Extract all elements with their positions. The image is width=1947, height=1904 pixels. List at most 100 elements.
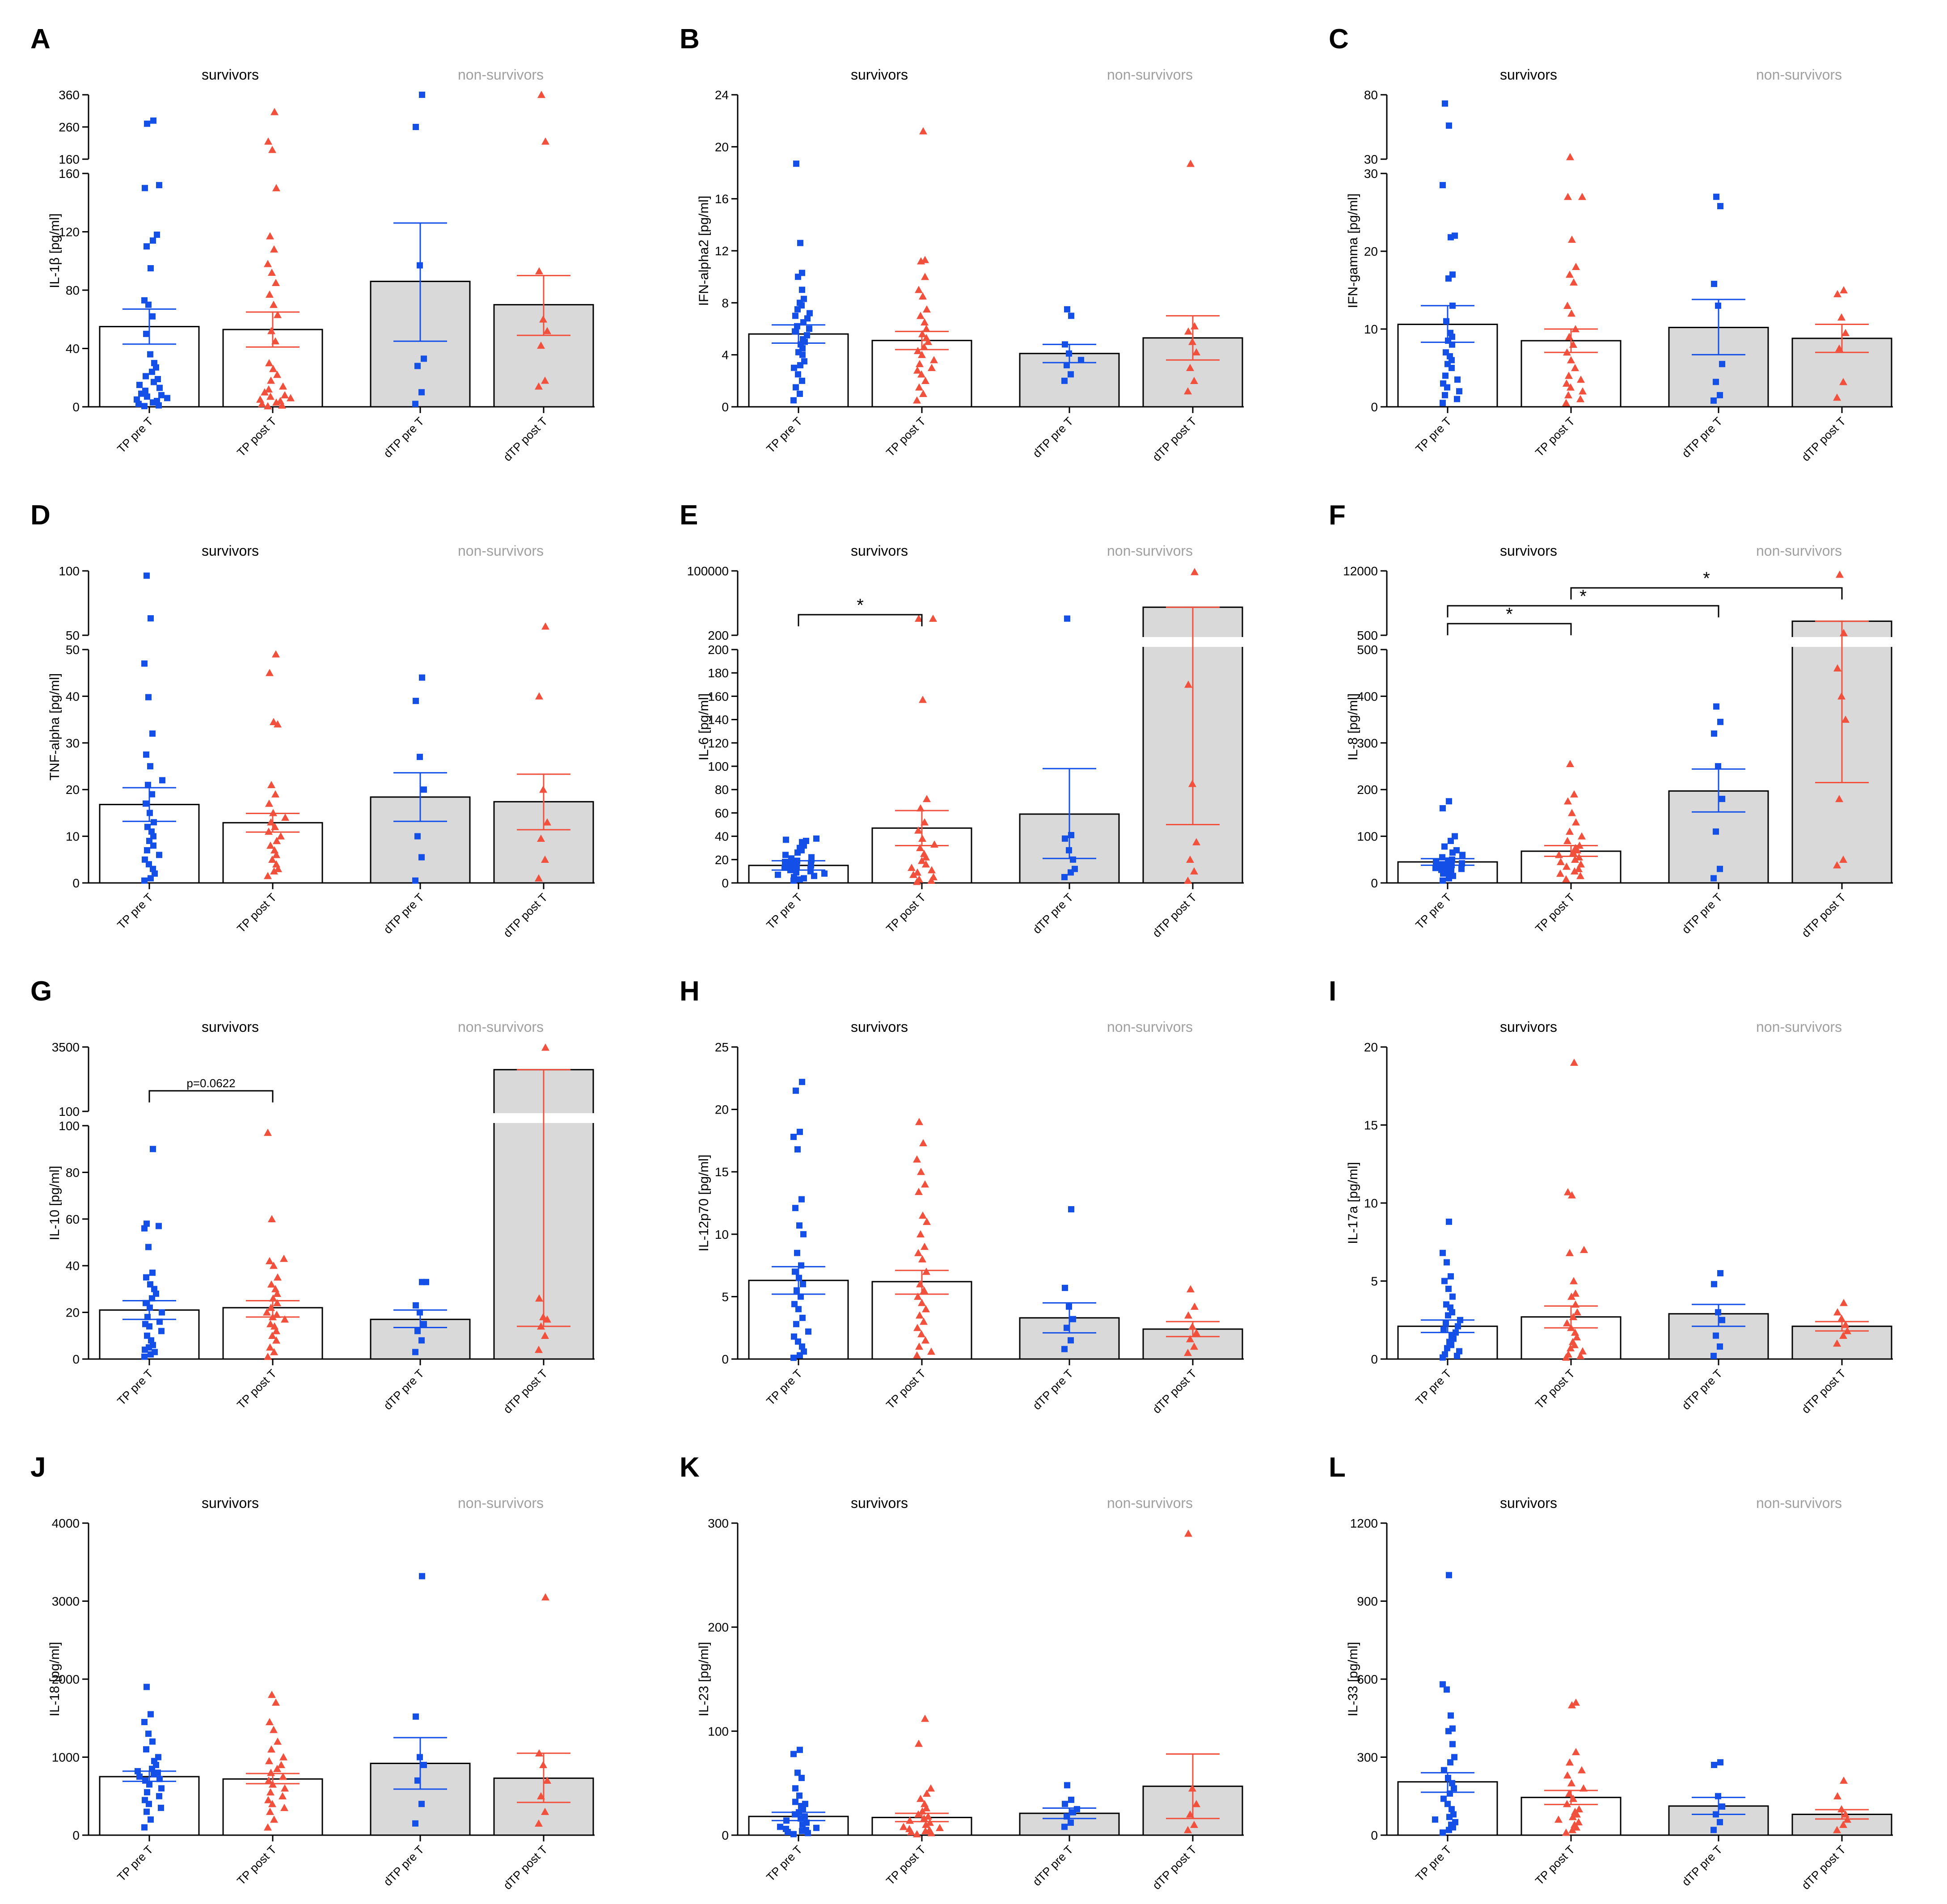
data-point [1444,1686,1450,1693]
data-point [419,92,425,98]
y-axis-label: TNF-alpha [pg/ml] [47,673,62,781]
data-point [1449,1741,1456,1748]
data-point [418,854,425,861]
data-point [922,334,930,342]
data-point [925,1826,933,1833]
data-point [1564,391,1572,399]
data-point [149,1269,156,1276]
data-point [156,384,163,391]
data-point [1564,193,1572,200]
data-point [1440,877,1446,884]
data-point [900,1823,908,1830]
y-tick-label: 3000 [52,1595,80,1608]
x-tick-label: dTP pre T [1679,891,1725,936]
data-point [272,1336,280,1344]
data-point [1568,1191,1576,1199]
y-tick-label: 0 [1371,1828,1378,1842]
y-tick-label: 0 [1371,1352,1378,1366]
data-point [1833,1308,1841,1316]
data-point [808,854,815,861]
data-point [791,364,797,371]
data-point [1578,832,1586,840]
y-tick-label: 20 [715,140,729,154]
data-point [1068,312,1074,319]
group-label-survivors: survivors [1500,1495,1557,1511]
axis-break-band [1389,161,1943,171]
group-label-non-survivors: non-survivors [1756,67,1842,83]
x-tick-label: TP post T [883,891,928,935]
data-point [1719,796,1725,802]
y-tick-label: 10 [1364,1196,1378,1210]
data-point [1440,1681,1446,1688]
axis-break-band [739,637,1294,647]
data-point [1557,858,1565,865]
data-point [142,856,148,863]
data-point [273,1299,281,1306]
x-tick-label: dTP pre T [1030,891,1076,936]
data-point [1441,1767,1447,1773]
data-point [799,1079,805,1085]
data-point [1452,833,1458,840]
y-tick-label: 200 [1357,783,1378,797]
data-point [537,341,545,349]
data-point [1448,1712,1454,1719]
y-tick-label-upper: 100 [59,1105,80,1119]
y-tick-label: 200 [708,1621,729,1634]
data-point [922,860,930,868]
data-point [922,1267,930,1275]
y-tick-label: 160 [59,167,80,181]
data-point [919,696,927,703]
y-tick-label: 30 [66,736,80,750]
data-point [1187,1285,1195,1292]
x-tick-label: TP pre T [114,1843,156,1884]
data-point [921,376,929,384]
data-point [802,1813,808,1820]
data-point [141,1718,148,1725]
data-point [1567,1292,1575,1300]
data-point [279,1773,287,1780]
data-point [1563,379,1571,387]
y-axis-label: IL-6 [pg/ml] [697,693,711,760]
data-point [1438,866,1444,873]
data-point [1184,1529,1192,1537]
data-point [1562,399,1570,406]
data-point [915,1739,923,1747]
data-point [268,1800,276,1807]
data-point [1433,859,1439,865]
data-point [1568,1701,1576,1709]
x-tick-label: dTP pre T [381,1843,427,1888]
data-point [541,1331,549,1339]
x-tick-label: TP pre T [764,891,805,932]
data-point [142,388,148,394]
data-point [154,397,160,404]
significance-label: * [1703,569,1710,588]
y-tick-label: 60 [715,806,729,820]
data-point [806,325,812,332]
data-point [1839,378,1847,385]
data-point [417,754,423,760]
data-point [921,1714,929,1722]
data-point [790,1134,797,1140]
data-point [142,185,148,191]
data-point [1713,194,1719,200]
data-point [1571,1328,1579,1336]
data-point [783,1826,789,1832]
data-point [1576,395,1584,402]
data-point [1566,760,1574,767]
data-point [156,182,162,189]
data-point [928,363,936,371]
data-point [535,1346,543,1353]
data-point [1571,364,1579,372]
data-point [916,1794,925,1802]
y-tick-label-upper: 500 [1357,629,1378,642]
panel-letter: D [30,500,51,531]
data-point [1572,818,1580,826]
group-label-survivors: survivors [1500,67,1557,83]
data-point [267,1769,275,1776]
data-point [1070,856,1076,863]
data-point [795,371,801,378]
data-point [1562,875,1570,882]
